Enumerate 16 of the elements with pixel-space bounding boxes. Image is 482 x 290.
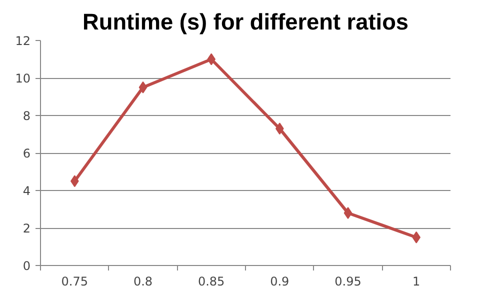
y-tick-label: 10	[15, 72, 31, 86]
y-tick-label: 6	[22, 146, 31, 160]
x-tick-label: 0.9	[270, 274, 290, 288]
point	[138, 81, 148, 94]
chart-title: Runtime (s) for different ratios	[82, 8, 409, 34]
x-tick-label: 0.85	[198, 274, 225, 288]
x-tick-label: 0.8	[133, 274, 153, 288]
x-tick-label: 1	[412, 274, 420, 288]
y-tick-label: 2	[22, 222, 31, 236]
y-tick-label: 8	[22, 109, 31, 123]
point	[344, 207, 352, 219]
x-tick-label: 0.75	[61, 274, 88, 288]
y-tick-label: 12	[15, 34, 31, 48]
y-tick-label: 4	[22, 184, 31, 198]
x-tick-label: 0.95	[334, 274, 362, 288]
y-tick-label: 0	[22, 259, 31, 273]
